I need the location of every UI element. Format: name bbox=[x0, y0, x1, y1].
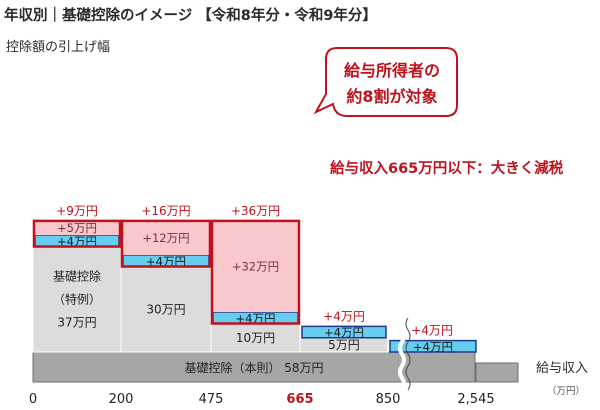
increase-outline bbox=[120, 219, 212, 268]
callout-line1: 給与所得者の bbox=[343, 61, 440, 80]
total-increase-label: +4万円 bbox=[323, 309, 365, 323]
blue-increase-label: +4万円 bbox=[236, 311, 276, 325]
special-deduction-bar bbox=[210, 323, 301, 353]
base-deduction-tail bbox=[475, 362, 519, 383]
total-increase-label: +4万円 bbox=[411, 324, 453, 338]
special-deduction-label: 10万円 bbox=[236, 331, 275, 345]
callout-bubble bbox=[313, 47, 458, 117]
pink-increase-bar bbox=[123, 220, 209, 256]
axis-break-icon bbox=[405, 317, 411, 391]
total-increase-label: +9万円 bbox=[56, 204, 98, 218]
callout: 給与所得者の 約8割が対象 bbox=[332, 58, 452, 110]
blue-increase-label: +4万円 bbox=[57, 234, 97, 248]
total-increase-label: +16万円 bbox=[141, 204, 190, 218]
base-deduction-label: 基礎控除（本則） 58万円 bbox=[184, 360, 323, 375]
x-tick-label: 2,545 bbox=[457, 392, 494, 407]
x-tick-label: 850 bbox=[376, 392, 401, 407]
increase-outline bbox=[210, 219, 301, 325]
pink-increase-label: +5万円 bbox=[57, 221, 97, 235]
pink-increase-bar bbox=[35, 220, 119, 236]
page-title: 年収別｜基礎控除のイメージ 【令和8年分・令和9年分】 bbox=[4, 8, 377, 24]
pink-increase-label: +12万円 bbox=[142, 231, 189, 245]
axis-break-icon bbox=[398, 316, 406, 392]
tax-cut-note: 給与収入665万円以下：大きく減税 bbox=[330, 161, 564, 177]
special-deduction-label: 37万円 bbox=[57, 315, 96, 329]
blue-increase-label: +4万円 bbox=[324, 326, 364, 340]
special-deduction-label: 30万円 bbox=[146, 302, 185, 316]
total-increase-label: +36万円 bbox=[231, 204, 280, 218]
callout-line2: 約8割が対象 bbox=[346, 87, 438, 106]
increase-outline bbox=[32, 219, 122, 248]
x-tick-label: 475 bbox=[199, 392, 224, 407]
y-axis-label: 控除額の引上げ幅 bbox=[6, 40, 111, 55]
special-deduction-label: 5万円 bbox=[328, 338, 360, 352]
special-deduction-label: 基礎控除 bbox=[53, 268, 101, 283]
x-axis-label: 給与収入 bbox=[536, 361, 589, 376]
x-tick-label: 0 bbox=[29, 392, 37, 407]
x-tick-label: 200 bbox=[109, 392, 134, 407]
special-deduction-label: （特例） bbox=[53, 291, 101, 306]
pink-increase-label: +32万円 bbox=[232, 260, 279, 274]
blue-increase-bar bbox=[389, 339, 477, 353]
blue-increase-label: +4万円 bbox=[146, 254, 186, 268]
x-tick-label: 665 bbox=[286, 392, 313, 407]
pink-increase-bar bbox=[213, 220, 298, 313]
blue-increase-bar bbox=[301, 325, 387, 339]
blue-increase-label: +4万円 bbox=[413, 340, 453, 354]
x-axis-unit: （万円） bbox=[547, 386, 586, 397]
